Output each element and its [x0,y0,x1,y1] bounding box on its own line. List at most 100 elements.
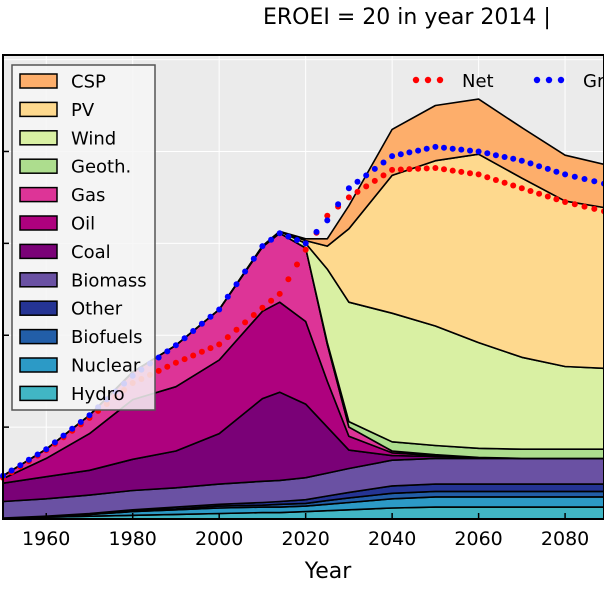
legend-swatch-wind [19,130,58,146]
data-point [415,165,422,172]
data-point [423,145,430,152]
data-point [233,326,240,333]
data-point [224,334,231,341]
legend-marker [424,76,432,84]
data-point [475,148,482,155]
data-point [250,312,257,318]
data-point [432,165,439,171]
line-series-gross [0,143,604,479]
data-point [276,290,283,297]
data-point [536,190,543,197]
legend-swatch-pv [19,101,58,118]
x-tick-label-2020: 2020 [281,528,329,550]
legend-label-wind: Wind [71,128,116,149]
legend-label-gas: Gas [71,185,105,206]
data-point [268,297,275,304]
legend-swatch-oil [19,215,58,231]
legend: CSP PV Wind Geoth. Gas Oil Coal Biomass Other Bio… [11,64,156,411]
data-point [302,246,309,253]
data-point [591,178,598,185]
data-point [198,348,205,355]
data-point [492,152,499,159]
data-point [294,237,300,243]
legend-swatch-biomass [19,272,58,288]
legend-swatch-hydro [19,385,58,402]
x-axis: 1960 1980 2000 2020 2040 2060 2080 [22,513,589,550]
legend-swatch-csp [19,73,58,89]
data-point [354,178,361,185]
data-point [324,212,331,219]
data-point [43,446,50,453]
data-point [510,182,517,189]
legend-marker [412,76,420,84]
data-point [518,157,525,164]
data-point [510,155,517,162]
x-tick-label-1980: 1980 [109,528,157,550]
data-point [17,462,24,469]
line-legend-label-1: Gr [583,71,604,92]
x-tick-label-2060: 2060 [454,528,502,550]
legend-label-geoth: Geoth. [71,157,131,178]
data-point [458,168,465,175]
data-point [581,203,588,210]
data-point [484,174,491,181]
data-point [216,306,223,313]
data-point [449,167,456,174]
data-point [544,165,551,172]
data-point [518,185,525,192]
data-point [571,201,578,208]
data-point [25,456,32,463]
data-point [86,412,93,419]
data-point [553,168,560,175]
data-point [155,354,162,361]
data-point [198,320,205,327]
data-point [268,236,275,243]
data-point [164,363,171,370]
data-point [259,243,266,250]
data-point [51,439,58,446]
data-point [397,166,404,173]
area-csp [2,98,604,477]
data-point [441,144,447,151]
data-point [380,159,387,166]
legend-swatch-gas [19,186,58,203]
legend-label-biomass: Biomass [71,270,147,291]
data-point [259,304,266,311]
data-point [484,150,491,157]
legend-swatch-geoth [19,158,58,174]
data-point [571,173,578,180]
plot-frame [2,54,604,520]
data-point [242,319,249,326]
line-series-net [0,165,604,481]
data-point [562,171,569,178]
legend-marker [436,76,444,84]
data-point [8,467,15,474]
legend-marker [545,76,553,84]
x-axis-label: Year [304,559,353,584]
data-point [562,199,569,205]
data-point [181,356,188,363]
plot-area [0,54,604,520]
data-point [354,188,361,195]
data-point [216,341,223,348]
legend-label-coal: Coal [71,242,111,263]
data-point [389,166,396,173]
x-tick-label-1960: 1960 [22,528,70,550]
data-point [69,425,76,432]
data-point [335,201,342,208]
data-point [190,328,197,334]
legend-swatch-coal [19,243,58,260]
data-point [492,177,499,183]
data-point [544,193,551,200]
data-point [467,147,473,154]
legend-label-biofuels: Biofuels [71,327,143,348]
data-point [501,154,508,160]
data-point [345,194,352,201]
data-point [415,147,422,154]
data-point [345,185,352,192]
data-point [207,313,214,320]
data-point [501,179,508,186]
data-point [527,188,534,194]
data-point [181,335,188,342]
data-point [285,276,292,283]
